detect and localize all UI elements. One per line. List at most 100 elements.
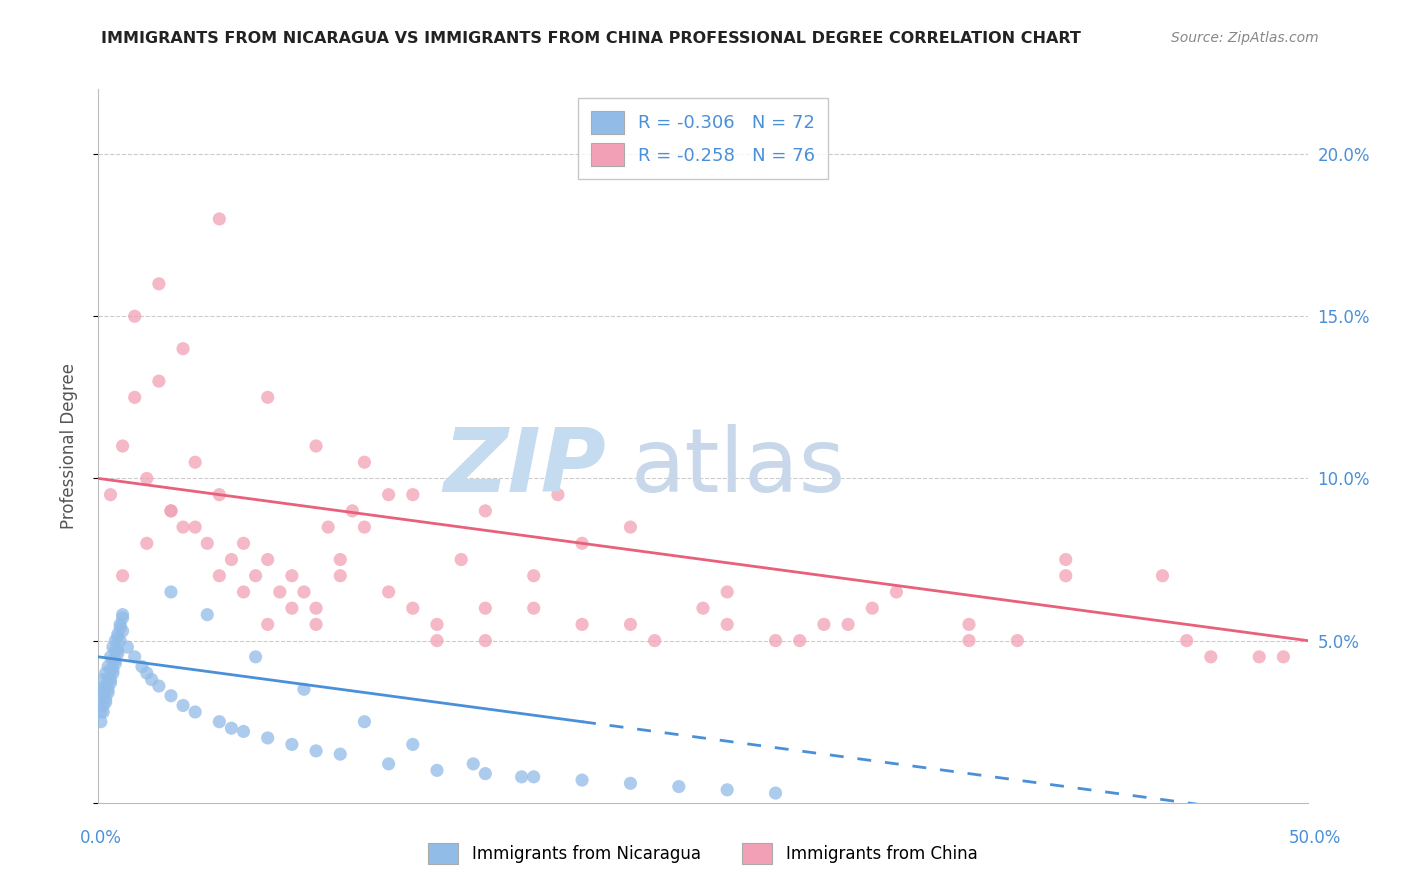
Point (510, 770, 533, 784)
Point (256, 390, 278, 404)
Point (292, 585, 315, 599)
Point (886, 585, 908, 599)
Point (353, 455, 375, 469)
Point (1175, 633, 1198, 648)
Point (232, 536, 254, 550)
Point (101, 640, 124, 654)
Point (837, 617, 859, 632)
Point (131, 659, 153, 673)
Point (571, 773, 593, 788)
Text: 0.0%: 0.0% (80, 829, 122, 847)
Point (107, 643, 129, 657)
Point (619, 520, 641, 534)
Point (100, 673, 122, 687)
Point (104, 643, 127, 657)
Point (426, 633, 449, 648)
Point (141, 673, 163, 687)
Point (426, 764, 449, 778)
Point (305, 601, 328, 615)
Point (91, 673, 114, 687)
Point (353, 714, 375, 729)
Point (117, 640, 139, 654)
Point (402, 601, 425, 615)
Point (316, 520, 339, 534)
Point (107, 647, 129, 661)
Point (281, 601, 304, 615)
Y-axis label: Professional Degree: Professional Degree (59, 363, 77, 529)
Point (765, 786, 787, 800)
Point (668, 780, 690, 794)
Point (281, 738, 304, 752)
Point (94, 679, 117, 693)
Point (523, 568, 546, 582)
Point (172, 520, 194, 534)
Point (91, 698, 114, 713)
Point (716, 782, 738, 797)
Point (97, 682, 120, 697)
Point (90, 682, 112, 697)
Point (124, 310, 146, 324)
Point (692, 601, 714, 615)
Point (160, 689, 183, 703)
Point (1054, 552, 1077, 566)
Text: ZIP: ZIP (443, 424, 606, 511)
Point (269, 585, 291, 599)
Point (221, 552, 243, 566)
Point (571, 536, 593, 550)
Point (148, 374, 170, 388)
Point (716, 617, 738, 632)
Point (208, 714, 231, 729)
Point (97, 659, 120, 673)
Point (426, 617, 449, 632)
Point (353, 520, 375, 534)
Point (1007, 633, 1029, 648)
Point (104, 633, 127, 648)
Point (135, 536, 157, 550)
Point (329, 747, 352, 761)
Point (463, 756, 485, 771)
Point (111, 607, 134, 622)
Point (716, 585, 738, 599)
Point (292, 682, 315, 697)
Point (108, 621, 131, 635)
Point (97, 685, 120, 699)
Point (305, 744, 328, 758)
Point (245, 568, 267, 582)
Point (208, 211, 231, 226)
Point (765, 633, 787, 648)
Point (208, 488, 231, 502)
Point (172, 342, 194, 356)
Text: 50.0%: 50.0% (1288, 829, 1341, 847)
Point (619, 776, 641, 790)
Point (101, 663, 124, 677)
Point (90, 692, 112, 706)
Point (100, 663, 122, 677)
Point (860, 601, 883, 615)
Point (94, 692, 117, 706)
Point (329, 568, 352, 582)
Point (104, 657, 127, 671)
Point (474, 766, 496, 780)
Point (813, 617, 835, 632)
Point (124, 390, 146, 404)
Point (342, 504, 364, 518)
Point (1272, 649, 1295, 664)
Point (160, 504, 183, 518)
Point (184, 455, 207, 469)
Point (523, 601, 546, 615)
Point (111, 439, 134, 453)
Point (184, 520, 207, 534)
Point (450, 552, 472, 566)
Point (245, 649, 267, 664)
Point (789, 633, 811, 648)
Point (329, 552, 352, 566)
Point (135, 471, 157, 485)
Point (619, 617, 641, 632)
Point (111, 624, 134, 638)
Text: atlas: atlas (630, 424, 845, 511)
Point (100, 649, 122, 664)
Point (104, 653, 127, 667)
Point (232, 724, 254, 739)
Point (101, 653, 124, 667)
Point (195, 536, 218, 550)
